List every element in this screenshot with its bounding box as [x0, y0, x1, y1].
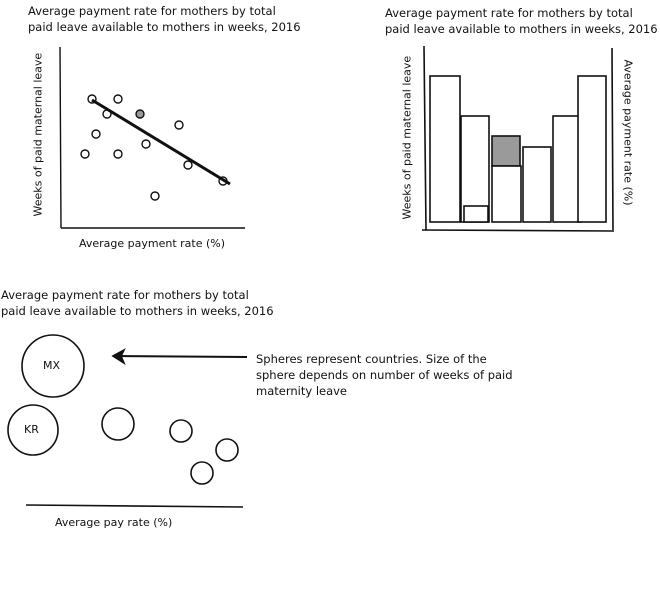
bar-chart — [421, 45, 615, 232]
scatter-trend-line — [91, 98, 231, 186]
bubbles-note: Spheres represent countries. Size of the… — [256, 352, 513, 398]
bars-right-axis — [611, 47, 614, 231]
scatter-point — [87, 94, 97, 104]
bars-baseline — [421, 229, 615, 232]
bubble-label-kr: KR — [24, 423, 39, 436]
bars-y-label-left: Weeks of paid maternal leave — [400, 55, 414, 220]
bar — [491, 165, 522, 223]
bubble-mx — [21, 334, 85, 398]
scatter-y-axis — [59, 46, 62, 229]
scatter-point — [91, 129, 101, 139]
bubble-x-axis — [25, 504, 244, 508]
scatter-y-label: Weeks of paid maternal leave — [31, 52, 45, 217]
scatter-plot — [59, 46, 245, 229]
bars-y-label-right: Average payment rate (%) — [621, 59, 635, 206]
bars-left-axis — [423, 45, 427, 231]
bubbles-title: Average payment rate for mothers by tota… — [1, 288, 274, 318]
scatter-point — [218, 176, 228, 186]
bubble-label-mx: MX — [43, 359, 61, 372]
bar — [522, 146, 552, 223]
bubble — [215, 438, 239, 462]
scatter-title: Average payment rate for mothers by tota… — [28, 4, 301, 34]
scatter-point — [102, 109, 112, 119]
scatter-point — [135, 109, 145, 119]
bubble — [190, 461, 214, 485]
bar-highlight — [491, 135, 521, 167]
bar — [577, 75, 607, 223]
bar-overlay — [463, 205, 489, 223]
scatter-point — [183, 160, 193, 170]
bar — [429, 75, 461, 223]
scatter-point — [80, 149, 90, 159]
bubbles-x-label: Average pay rate (%) — [55, 516, 173, 529]
scatter-point — [113, 94, 123, 104]
bars-title: Average payment rate for mothers by tota… — [385, 6, 658, 36]
bubble — [101, 407, 135, 441]
bar — [460, 115, 490, 223]
arrow-head — [111, 348, 126, 366]
bubble-kr — [7, 404, 59, 456]
bubble — [169, 419, 193, 443]
scatter-point — [174, 120, 184, 130]
scatter-point — [141, 139, 151, 149]
scatter-point — [113, 149, 123, 159]
scatter-x-label: Average payment rate (%) — [79, 237, 226, 250]
bubble-chart — [7, 334, 248, 508]
bar — [552, 115, 582, 223]
scatter-point — [150, 191, 160, 201]
arrow-line — [112, 355, 248, 358]
